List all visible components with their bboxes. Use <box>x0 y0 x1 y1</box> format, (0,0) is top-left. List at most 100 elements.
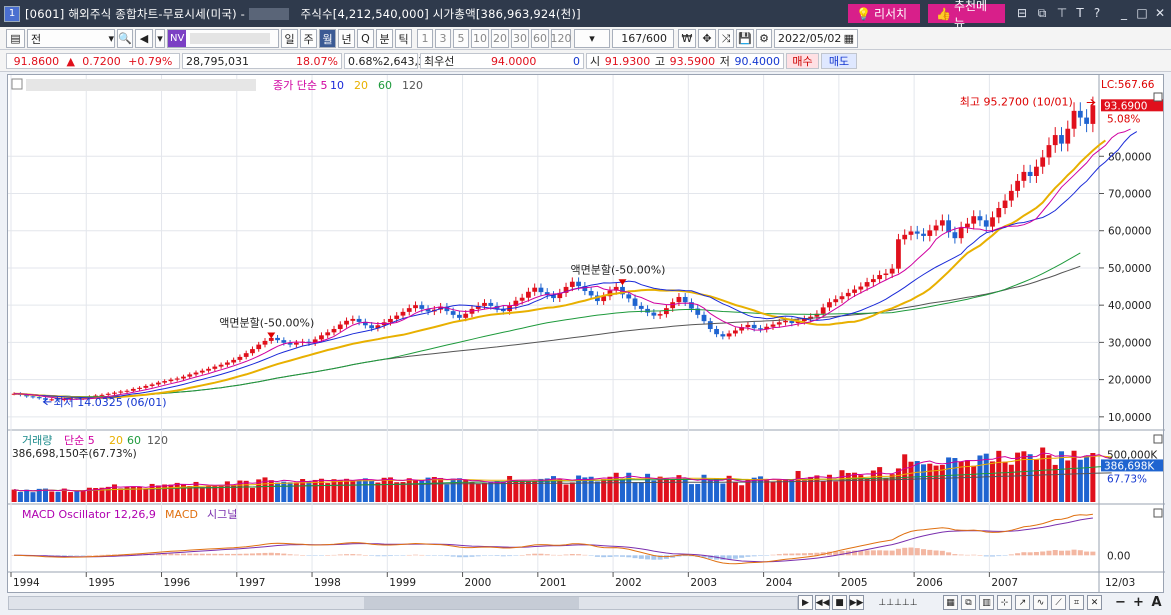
period-tab[interactable]: 분 <box>376 29 393 48</box>
candle-body <box>971 216 977 224</box>
volume-bar <box>450 478 456 502</box>
candle-body <box>801 318 807 322</box>
text-tool-icon[interactable]: ⌗ <box>1069 595 1084 610</box>
macd-oscillator-bar <box>1058 550 1065 556</box>
candle-body <box>199 370 205 373</box>
macd-oscillator-bar <box>237 553 243 556</box>
research-button[interactable]: 💡 리서치 <box>848 4 920 23</box>
split-icon[interactable]: ▥ <box>979 595 994 610</box>
interval-button[interactable]: 10 <box>471 29 489 48</box>
layout-icon[interactable]: ⧉ <box>961 595 976 610</box>
date-input[interactable]: 2022/05/02 ▦ <box>774 29 858 48</box>
zoom-slider[interactable]: ⊥⊥⊥⊥⊥ <box>868 595 928 610</box>
period-tab[interactable]: 년 <box>338 29 355 48</box>
chevron-down-icon[interactable]: ▾ <box>155 29 165 48</box>
chart-area[interactable]: 1994 1995 1996 1997 1998 1999 2000 2001 2002 2003… <box>7 74 1165 594</box>
volume-bar <box>293 482 299 502</box>
volume-bar <box>594 481 600 502</box>
candle-body <box>569 281 575 287</box>
crosshair-icon[interactable]: ⊹ <box>997 595 1012 610</box>
sound-icon[interactable]: ◀ <box>135 29 153 48</box>
candle-body <box>908 231 914 235</box>
split-annotation: 액면분할(-50.00%) <box>570 263 665 276</box>
ticker-input[interactable]: NV <box>167 29 279 48</box>
volume-bar <box>952 458 958 502</box>
period-tab[interactable]: 월 <box>319 29 336 48</box>
period-tab[interactable]: 주 <box>300 29 317 48</box>
scrollbar-thumb[interactable] <box>364 597 579 609</box>
won-icon[interactable]: ₩ <box>678 29 696 48</box>
bottom-bar: ⊥⊥⊥⊥⊥ ▦ ⧉ ▥ ⊹ ↗ ∿ ⟋ ⌗ ✕ ▶ ◀◀ ■ ▶▶ − + A <box>0 593 1171 615</box>
font-icon[interactable]: T <box>1076 6 1084 20</box>
volume-bar <box>318 478 324 502</box>
candle-body <box>419 305 425 309</box>
volume-bar <box>281 481 287 502</box>
volume-bar <box>870 470 876 502</box>
interval-button[interactable]: 30 <box>511 29 529 48</box>
volume-bar <box>180 484 186 502</box>
playback-button[interactable]: ▶ <box>798 595 813 610</box>
drag-icon[interactable]: ✥ <box>698 29 716 48</box>
shuffle-icon[interactable]: ⤨ <box>718 29 734 48</box>
candle-body <box>99 394 105 396</box>
playback-button[interactable]: ▶▶ <box>849 595 864 610</box>
screen-code: [0601] <box>25 6 65 21</box>
playback-button[interactable]: ■ <box>832 595 847 610</box>
buy-button[interactable]: 매수 <box>786 53 819 69</box>
trend-icon[interactable]: ↗ <box>1015 595 1030 610</box>
x-tick-label: 1999 <box>389 577 416 589</box>
grid-icon[interactable]: ▦ <box>943 595 958 610</box>
macd-oscillator-bar <box>983 555 989 557</box>
chart-menu-icon[interactable]: ▤ <box>6 29 25 48</box>
interval-button[interactable]: 60 <box>531 29 549 48</box>
volume-bar <box>808 476 814 502</box>
playback-button[interactable]: ◀◀ <box>815 595 830 610</box>
candle-body <box>707 321 713 329</box>
zoom-button[interactable]: − <box>1115 595 1126 610</box>
period-tab[interactable]: 일 <box>281 29 298 48</box>
gear-icon[interactable]: ⚙ <box>756 29 772 48</box>
close-icon[interactable]: ✕ <box>1087 595 1102 610</box>
macd-oscillator-bar <box>218 553 224 556</box>
help-icon[interactable]: ? <box>1093 6 1101 20</box>
close-icon[interactable]: ✕ <box>1154 6 1166 20</box>
volume-pct-label: 67.73% <box>1107 473 1147 485</box>
period-tab[interactable]: Q <box>357 29 374 48</box>
candle-body <box>739 327 745 331</box>
search-icon[interactable]: 🔍 <box>117 29 133 48</box>
volume-bar <box>739 485 745 502</box>
count-input[interactable]: 167/600 <box>612 29 674 48</box>
minimize-icon[interactable]: _ <box>1121 6 1127 20</box>
macd-oscillator-bar <box>632 555 638 559</box>
last-price-label: 93.6900 <box>1104 100 1147 112</box>
interval-dropdown[interactable]: ▾ <box>574 29 610 48</box>
interval-button[interactable]: 5 <box>453 29 469 48</box>
layout-icon[interactable]: ⊟ <box>1016 6 1028 20</box>
wave-icon[interactable]: ∿ <box>1033 595 1048 610</box>
zoom-button[interactable]: A <box>1151 595 1162 610</box>
pin-icon[interactable]: ⊤ <box>1056 6 1068 20</box>
chart-canvas[interactable]: 1994 1995 1996 1997 1998 1999 2000 2001 2002 2003… <box>8 75 1165 594</box>
candle-body <box>657 314 663 316</box>
macd-oscillator-bar <box>105 554 111 556</box>
interval-button[interactable]: 3 <box>435 29 451 48</box>
period-tab[interactable]: 틱 <box>395 29 412 48</box>
macd-oscillator-bar <box>1052 550 1058 556</box>
market-select[interactable]: 전 ▾ <box>27 29 115 48</box>
sell-button[interactable]: 매도 <box>821 53 857 69</box>
save-icon[interactable]: 💾 <box>736 29 754 48</box>
volume-bar <box>30 492 36 502</box>
zoom-button[interactable]: + <box>1133 595 1144 610</box>
best-ask: 94.0000 <box>490 54 537 68</box>
interval-button[interactable]: 120 <box>551 29 572 48</box>
recommend-menu-button[interactable]: 👍 추천메뉴 <box>928 0 1005 30</box>
line-tool-icon[interactable]: ⟋ <box>1051 595 1066 610</box>
macd-oscillator-bar <box>601 555 607 558</box>
count-total: /600 <box>642 32 667 45</box>
volume-ratio: 18.07% <box>296 54 338 68</box>
horizontal-scrollbar[interactable] <box>8 596 798 610</box>
interval-button[interactable]: 1 <box>417 29 433 48</box>
interval-button[interactable]: 20 <box>491 29 509 48</box>
maximize-icon[interactable]: □ <box>1136 6 1148 20</box>
copy-window-icon[interactable]: ⧉ <box>1037 6 1047 20</box>
